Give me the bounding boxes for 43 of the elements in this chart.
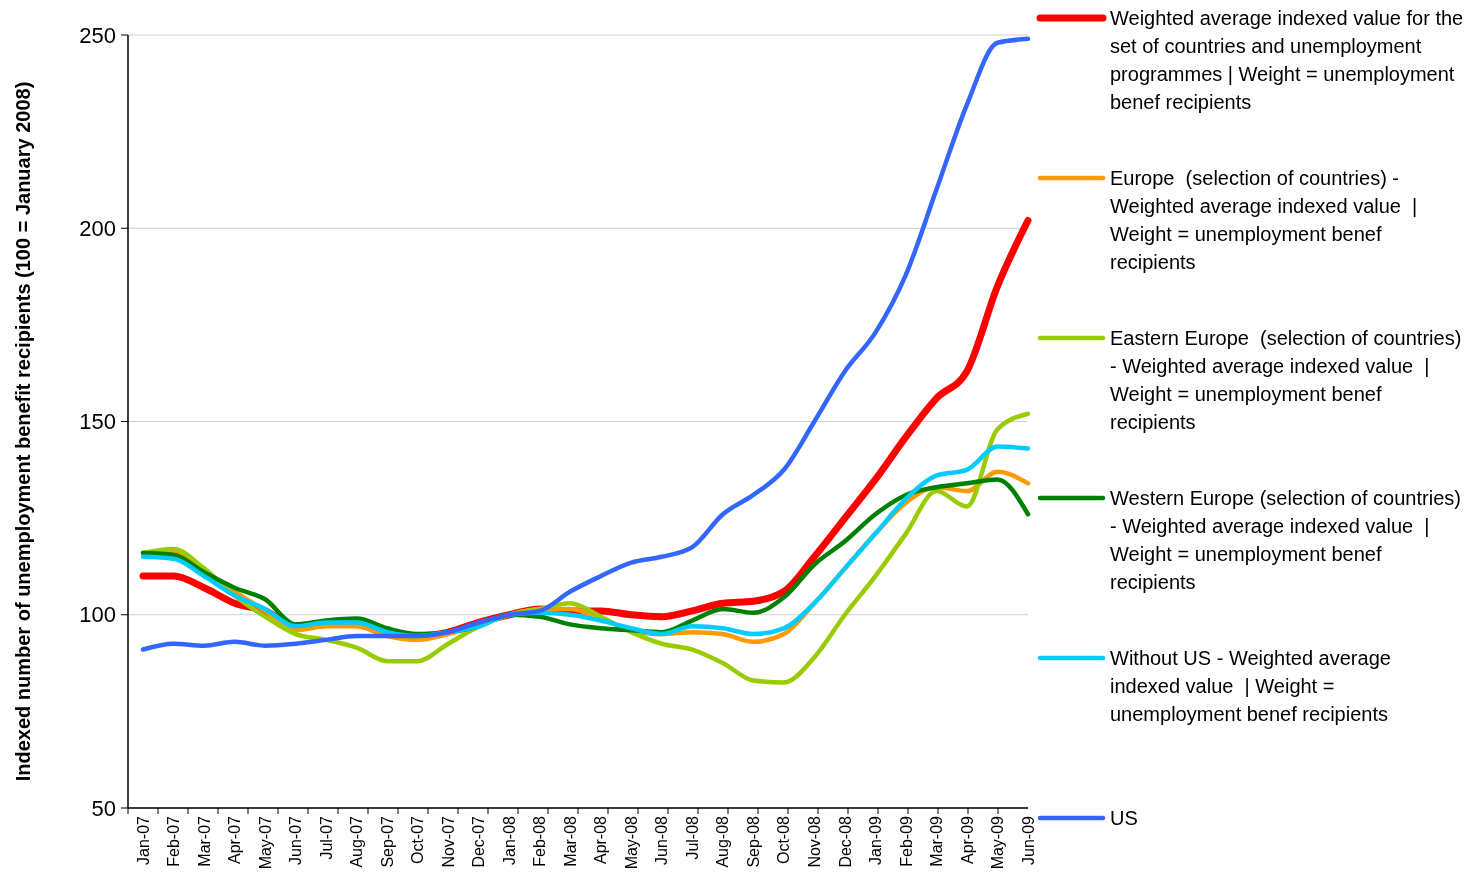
x-tick-label: Nov-08 xyxy=(805,815,823,868)
x-tick-label: Nov-07 xyxy=(439,815,457,868)
x-tick-label: Mar-08 xyxy=(561,815,579,867)
y-tick-label: 50 xyxy=(91,795,116,821)
x-tick-label: Aug-08 xyxy=(714,815,732,868)
y-tick-label: 150 xyxy=(79,409,116,435)
x-tick-label: Apr-07 xyxy=(226,815,244,865)
legend-label: Western Europe (selection of countries) - Weighted average indexed value | Weight = unemployment benef recipients xyxy=(1110,487,1467,593)
y-tick-label: 100 xyxy=(79,602,116,628)
legend-label: Eastern Europe (selection of countries) - Weighted average indexed value | Weight = unemployment benef recipients xyxy=(1110,327,1462,433)
x-tick-label: Jan-07 xyxy=(134,815,152,865)
x-tick-label: Aug-07 xyxy=(348,815,366,868)
y-axis-title: Indexed number of unemployment benefit recipients (100 = January 2008) xyxy=(12,81,34,782)
y-tick-label: 250 xyxy=(79,22,116,48)
x-tick-label: Apr-08 xyxy=(592,815,610,865)
line-series xyxy=(140,36,1031,652)
x-tick-label: Mar-09 xyxy=(928,815,946,867)
x-tick-label: Jul-07 xyxy=(317,815,335,860)
x-tick-label: Dec-08 xyxy=(836,815,854,868)
x-tick-label: Dec-07 xyxy=(470,815,488,868)
x-tick-label: Mar-07 xyxy=(195,815,213,867)
x-tick-label: Apr-09 xyxy=(958,815,976,865)
x-tick-label: Jun-07 xyxy=(287,815,305,865)
x-tick-label: Oct-07 xyxy=(409,815,427,865)
x-tick-label: Feb-09 xyxy=(897,815,915,867)
x-tick-label: Jul-08 xyxy=(683,815,701,860)
x-tick-label: Jan-08 xyxy=(500,815,518,865)
legend-label: Europe (selection of countries) - Weighted average indexed value | Weight = unemployment benef recipients xyxy=(1110,167,1418,273)
x-tick-label: Oct-08 xyxy=(775,815,793,865)
x-tick-label: Feb-08 xyxy=(531,815,549,867)
x-tick-label: Sep-08 xyxy=(744,815,762,868)
legend-label: Weighted average indexed value for the set of countries and unemployment programmes | Weight = unemployment benef recipients xyxy=(1110,7,1464,113)
y-tick-label: 200 xyxy=(79,215,116,241)
x-tick-label: Jun-08 xyxy=(653,815,671,865)
x-tick-label: May-09 xyxy=(989,815,1007,870)
legend-label: US xyxy=(1110,807,1138,829)
x-tick-label: May-07 xyxy=(256,815,274,870)
x-tick-label: Feb-07 xyxy=(165,815,183,867)
x-tick-label: Sep-07 xyxy=(378,815,396,868)
x-tick-label: Jun-09 xyxy=(1019,815,1037,865)
legend-label: Without US - Weighted average indexed value | Weight = unemployment benef recipients xyxy=(1110,647,1391,725)
x-tick-label: Jan-09 xyxy=(867,815,885,865)
x-tick-label: May-08 xyxy=(622,815,640,870)
